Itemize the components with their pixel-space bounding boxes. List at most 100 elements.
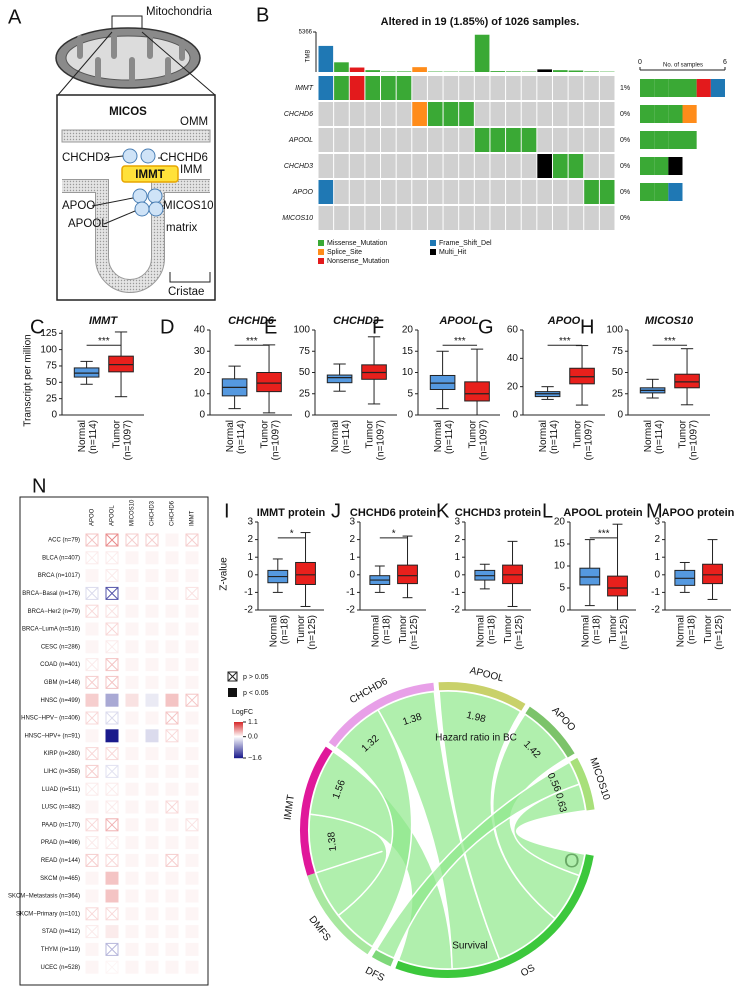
y-tick-label: 3 (349, 517, 355, 528)
heat-cell (125, 658, 139, 672)
cell-bg (490, 154, 506, 178)
y-tick-label: 10 (194, 388, 206, 399)
row-label: ACC (n=79) (48, 538, 80, 544)
diagram-label: CHCHD6 (160, 152, 208, 164)
cell-bg (334, 102, 349, 126)
tmb-bar (584, 71, 599, 72)
x-tick-label: (n=114) (444, 420, 455, 454)
endpoint-label: DFS (363, 965, 386, 984)
nonsig-cross (85, 551, 99, 565)
colorbar-step (234, 740, 243, 742)
heat-cell (165, 889, 179, 903)
y-tick-label: 75 (299, 346, 311, 357)
cell-bg (334, 128, 349, 152)
cell-bg (396, 206, 412, 230)
panel-label: N (32, 475, 46, 497)
cell-bg (552, 102, 568, 126)
cell-bg (599, 76, 615, 100)
cell-bg (552, 180, 568, 204)
colorbar-step (234, 744, 243, 746)
heat-cell (85, 871, 99, 885)
row-label: HNSC−HPV− (n=406) (21, 716, 80, 722)
endpoint-arc (371, 950, 394, 967)
nonsig-cross (85, 836, 99, 849)
row-label: BRCA−Her2 (n=79) (28, 609, 80, 615)
nonsig-cross (85, 533, 99, 547)
count-bar (654, 157, 669, 175)
x-tick-label: Tumor (112, 419, 123, 448)
nonsig-cross (105, 587, 119, 600)
gene-arc (525, 706, 575, 758)
count-bar (696, 79, 711, 97)
box (73, 367, 100, 378)
heat-cell (185, 925, 199, 939)
nonsig-cross (105, 658, 119, 671)
tmb-bar (568, 70, 584, 72)
colorbar-label: 0.0 (248, 734, 258, 741)
x-tick-label: Tumor (503, 614, 514, 643)
heat-cell (165, 640, 179, 654)
colorbar-step (234, 749, 243, 751)
hazard-ratio-label: 0.63 (553, 792, 568, 814)
row-label: LIHC (n=358) (44, 769, 80, 775)
heat-cell (125, 853, 139, 867)
y-tick-label: 100 (293, 325, 310, 336)
significance-label: *** (98, 336, 110, 347)
cell-bg (334, 180, 349, 204)
colorbar-step (234, 756, 243, 758)
panel-title: CHCHD6 (228, 315, 275, 327)
y-tick-label: 50 (299, 367, 311, 378)
y-tick-label: 2 (454, 534, 460, 545)
x-tick-label: Tumor (703, 614, 714, 643)
x-tick-label: Normal (225, 420, 236, 452)
y-tick-label: 10 (554, 561, 566, 572)
cell-bg (537, 102, 552, 126)
heat-cell (145, 604, 159, 618)
legend-label: Nonsense_Mutation (327, 258, 389, 265)
cell-bg (365, 206, 381, 230)
y-tick-label: 0 (407, 410, 413, 421)
cell-bg (443, 206, 459, 230)
legend-label: Missense_Mutation (327, 240, 387, 247)
nonsig-cross (85, 604, 99, 618)
cell-bg (443, 128, 459, 152)
heat-cell (125, 551, 139, 565)
row-label: STAD (n=412) (42, 929, 80, 935)
row-label: GBM (n=148) (44, 680, 80, 686)
x-tick-label: Normal (538, 420, 549, 452)
zoom-line (57, 31, 113, 96)
x-tick-label: Tumor (608, 614, 619, 643)
gene-label: MICOS10 (282, 215, 313, 222)
heat-cell (125, 640, 139, 654)
y-tick-label: -2 (346, 605, 355, 616)
panel-label: I (224, 500, 230, 522)
endpoint-label: OS (519, 962, 537, 979)
heat-cell (165, 907, 179, 921)
legend-cross (227, 671, 238, 682)
diagram-label: APOOL (68, 218, 108, 230)
row-label: LUAD (n=511) (42, 787, 80, 793)
x-tick-label: (n=1097) (376, 420, 387, 460)
x-tick-label: (n=1097) (479, 420, 490, 460)
cell-bg (318, 102, 334, 126)
alteration-cell (349, 76, 365, 100)
gene-label: APOOL (468, 665, 505, 684)
alteration-cell (506, 128, 521, 152)
diagram-label: IMM (180, 164, 202, 176)
y-tick-label: 3 (654, 517, 660, 528)
heat-cell (185, 729, 199, 743)
count-bar (654, 183, 669, 201)
nonsig-cross (105, 622, 119, 636)
nonsig-cross (105, 943, 119, 956)
cell-bg (427, 206, 443, 230)
row-label: KIRP (n=280) (44, 751, 80, 757)
heat-cell (165, 551, 179, 565)
endpoint-label: DMFS (306, 914, 332, 943)
x-tick-label: (n=114) (341, 420, 352, 454)
nonsig-cross (165, 800, 179, 814)
count-bar (640, 105, 655, 123)
legend-swatch (318, 249, 324, 255)
row-label: BRCA−LumA (n=516) (22, 627, 80, 633)
column-label: MICOS10 (130, 499, 136, 526)
x-tick-label: (n=1097) (123, 420, 134, 460)
